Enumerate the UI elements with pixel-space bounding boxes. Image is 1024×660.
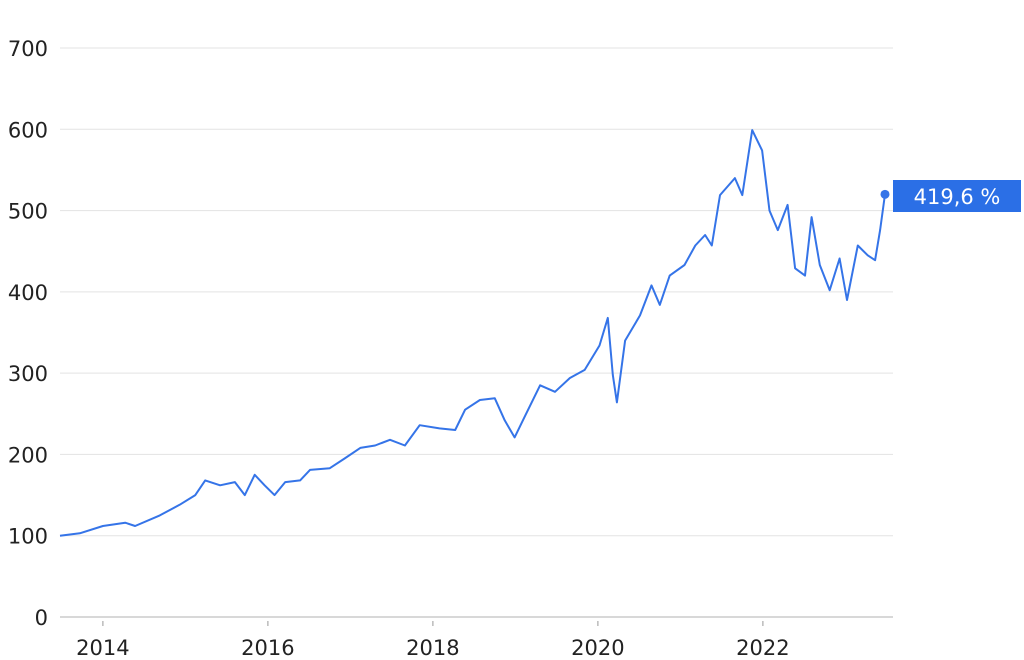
y-tick-label: 300 [8, 362, 48, 386]
x-tick-label: 2016 [241, 636, 294, 660]
x-axis: 2014 2016 2018 2020 2022 [76, 621, 790, 660]
y-tick-label: 600 [8, 118, 48, 142]
end-label-background [893, 180, 1021, 212]
gridlines [60, 47, 893, 618]
y-tick-label: 700 [8, 37, 48, 61]
series-line [59, 129, 886, 537]
end-value-label: 419,6 % [914, 185, 1001, 209]
y-tick-label: 100 [8, 525, 48, 549]
y-tick-label: 200 [8, 443, 48, 467]
end-point-marker [880, 189, 890, 199]
y-tick-label: 0 [35, 606, 48, 630]
x-tick-label: 2014 [76, 636, 129, 660]
x-tick-label: 2022 [736, 636, 789, 660]
x-tick-label: 2018 [406, 636, 459, 660]
y-tick-label: 500 [8, 200, 48, 224]
x-tick-label: 2020 [571, 636, 624, 660]
y-axis: 0 100 200 300 400 500 600 700 [8, 37, 48, 630]
y-tick-label: 400 [8, 281, 48, 305]
